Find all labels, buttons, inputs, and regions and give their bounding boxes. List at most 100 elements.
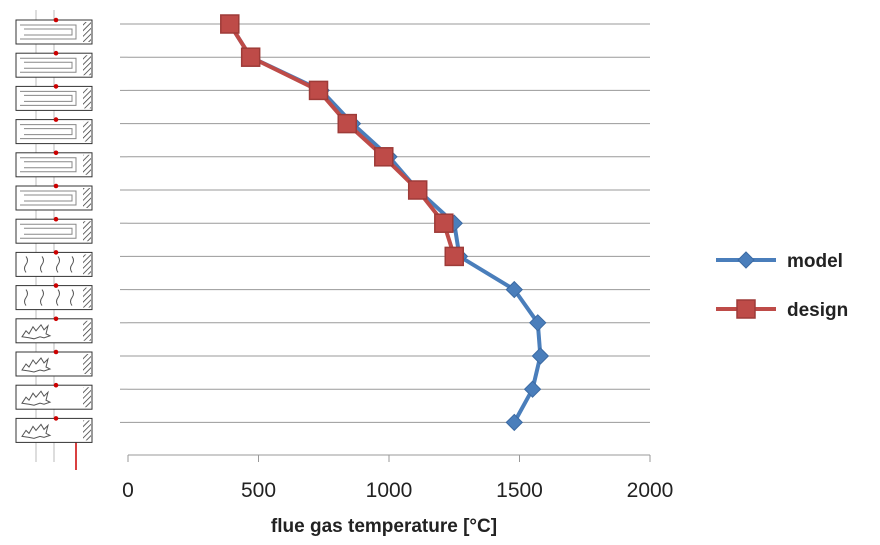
marker-square xyxy=(308,80,329,101)
tube-bundle xyxy=(24,61,73,69)
wave xyxy=(56,289,60,306)
series-design xyxy=(220,14,464,267)
schematic-stage xyxy=(15,150,93,178)
gridlines xyxy=(120,23,650,423)
legend: model design xyxy=(716,251,848,321)
stage-node xyxy=(53,50,59,56)
stage-node xyxy=(53,117,59,122)
x-axis-title: flue gas temperature [°C] xyxy=(271,516,497,537)
marker-diamond xyxy=(523,380,542,398)
marker-square xyxy=(374,147,394,167)
x-tick-label: 2000 xyxy=(627,479,674,502)
stage-wall xyxy=(83,121,91,142)
schematic-stage xyxy=(15,84,93,111)
stage-box xyxy=(15,285,93,311)
tube-bundle xyxy=(20,223,77,239)
marker-diamond xyxy=(505,413,523,432)
wave xyxy=(70,256,74,273)
tube-bundle xyxy=(20,190,77,206)
schematic-stage xyxy=(15,50,93,78)
tube-bundle xyxy=(20,57,77,73)
stage-wall xyxy=(83,354,91,374)
wave xyxy=(56,256,60,273)
marker-square xyxy=(434,213,454,233)
stage-box xyxy=(15,218,93,244)
flame xyxy=(21,323,52,340)
x-tick-label: 1000 xyxy=(366,479,413,502)
stage-node xyxy=(53,84,59,89)
tube-bundle xyxy=(24,128,73,136)
stage-box xyxy=(15,417,93,443)
wave xyxy=(24,289,28,306)
schematic-stage xyxy=(15,382,93,410)
stage-node xyxy=(53,150,59,156)
stage-node xyxy=(53,349,59,355)
stage-box xyxy=(15,152,93,178)
stage-box xyxy=(15,119,93,145)
marker-square xyxy=(240,47,261,67)
marker-square xyxy=(736,299,756,319)
schematic-stage xyxy=(15,283,93,311)
flame xyxy=(21,423,52,439)
wave xyxy=(24,256,28,273)
marker-diamond xyxy=(529,314,547,332)
boiler-schematic-icon xyxy=(15,10,93,470)
tube-bundle xyxy=(24,94,73,102)
stage-node xyxy=(53,416,59,421)
stage-wall xyxy=(83,420,91,441)
stage-wall xyxy=(83,221,91,242)
stage-node xyxy=(53,250,59,255)
marker-square xyxy=(407,180,428,200)
schematic-stage xyxy=(15,316,93,344)
x-tick-label: 0 xyxy=(122,479,134,502)
tube-bundle xyxy=(24,161,73,169)
stage-node xyxy=(53,216,59,222)
schematic-stage xyxy=(15,250,93,277)
marker-square xyxy=(337,113,357,134)
wave xyxy=(40,289,44,306)
legend-label: model xyxy=(787,251,843,272)
legend-item-model: model xyxy=(716,251,843,272)
tube-bundle xyxy=(24,194,73,202)
stage-node xyxy=(53,382,59,388)
marker-diamond xyxy=(737,251,755,269)
stage-wall xyxy=(83,154,91,175)
schematic-stage xyxy=(15,117,93,145)
marker-square xyxy=(444,246,464,267)
stage-node xyxy=(53,183,59,189)
stage-wall xyxy=(83,55,91,76)
stage-wall xyxy=(83,22,91,42)
stage-node xyxy=(53,283,59,288)
stage-node xyxy=(53,17,59,23)
stage-wall xyxy=(83,188,91,208)
stage-box xyxy=(15,351,93,377)
stage-node xyxy=(53,316,59,322)
stage-wall xyxy=(83,254,91,275)
x-ticks: 0 500 1000 1500 2000 xyxy=(122,455,673,502)
stage-wall xyxy=(83,387,91,408)
stage-box xyxy=(15,85,93,111)
series-line xyxy=(228,22,457,257)
plot-area xyxy=(220,14,550,432)
wave xyxy=(40,256,44,273)
stage-box xyxy=(15,52,93,78)
schematic-stage xyxy=(15,216,93,244)
tube-bundle xyxy=(24,28,73,36)
tube-bundle xyxy=(20,124,77,140)
stage-wall xyxy=(83,287,91,308)
wave xyxy=(70,289,74,306)
legend-item-design: design xyxy=(716,299,848,321)
schematic-stage xyxy=(15,349,93,377)
stage-wall xyxy=(83,88,91,109)
marker-diamond xyxy=(505,280,523,299)
legend-label: design xyxy=(787,300,848,321)
stage-wall xyxy=(83,320,91,341)
flame xyxy=(21,357,52,373)
tube-bundle xyxy=(24,227,73,235)
schematic-stage xyxy=(15,17,93,45)
marker-diamond xyxy=(531,347,550,365)
x-tick-label: 1500 xyxy=(496,479,543,502)
tube-bundle xyxy=(20,90,77,106)
tube-bundle xyxy=(20,24,77,40)
